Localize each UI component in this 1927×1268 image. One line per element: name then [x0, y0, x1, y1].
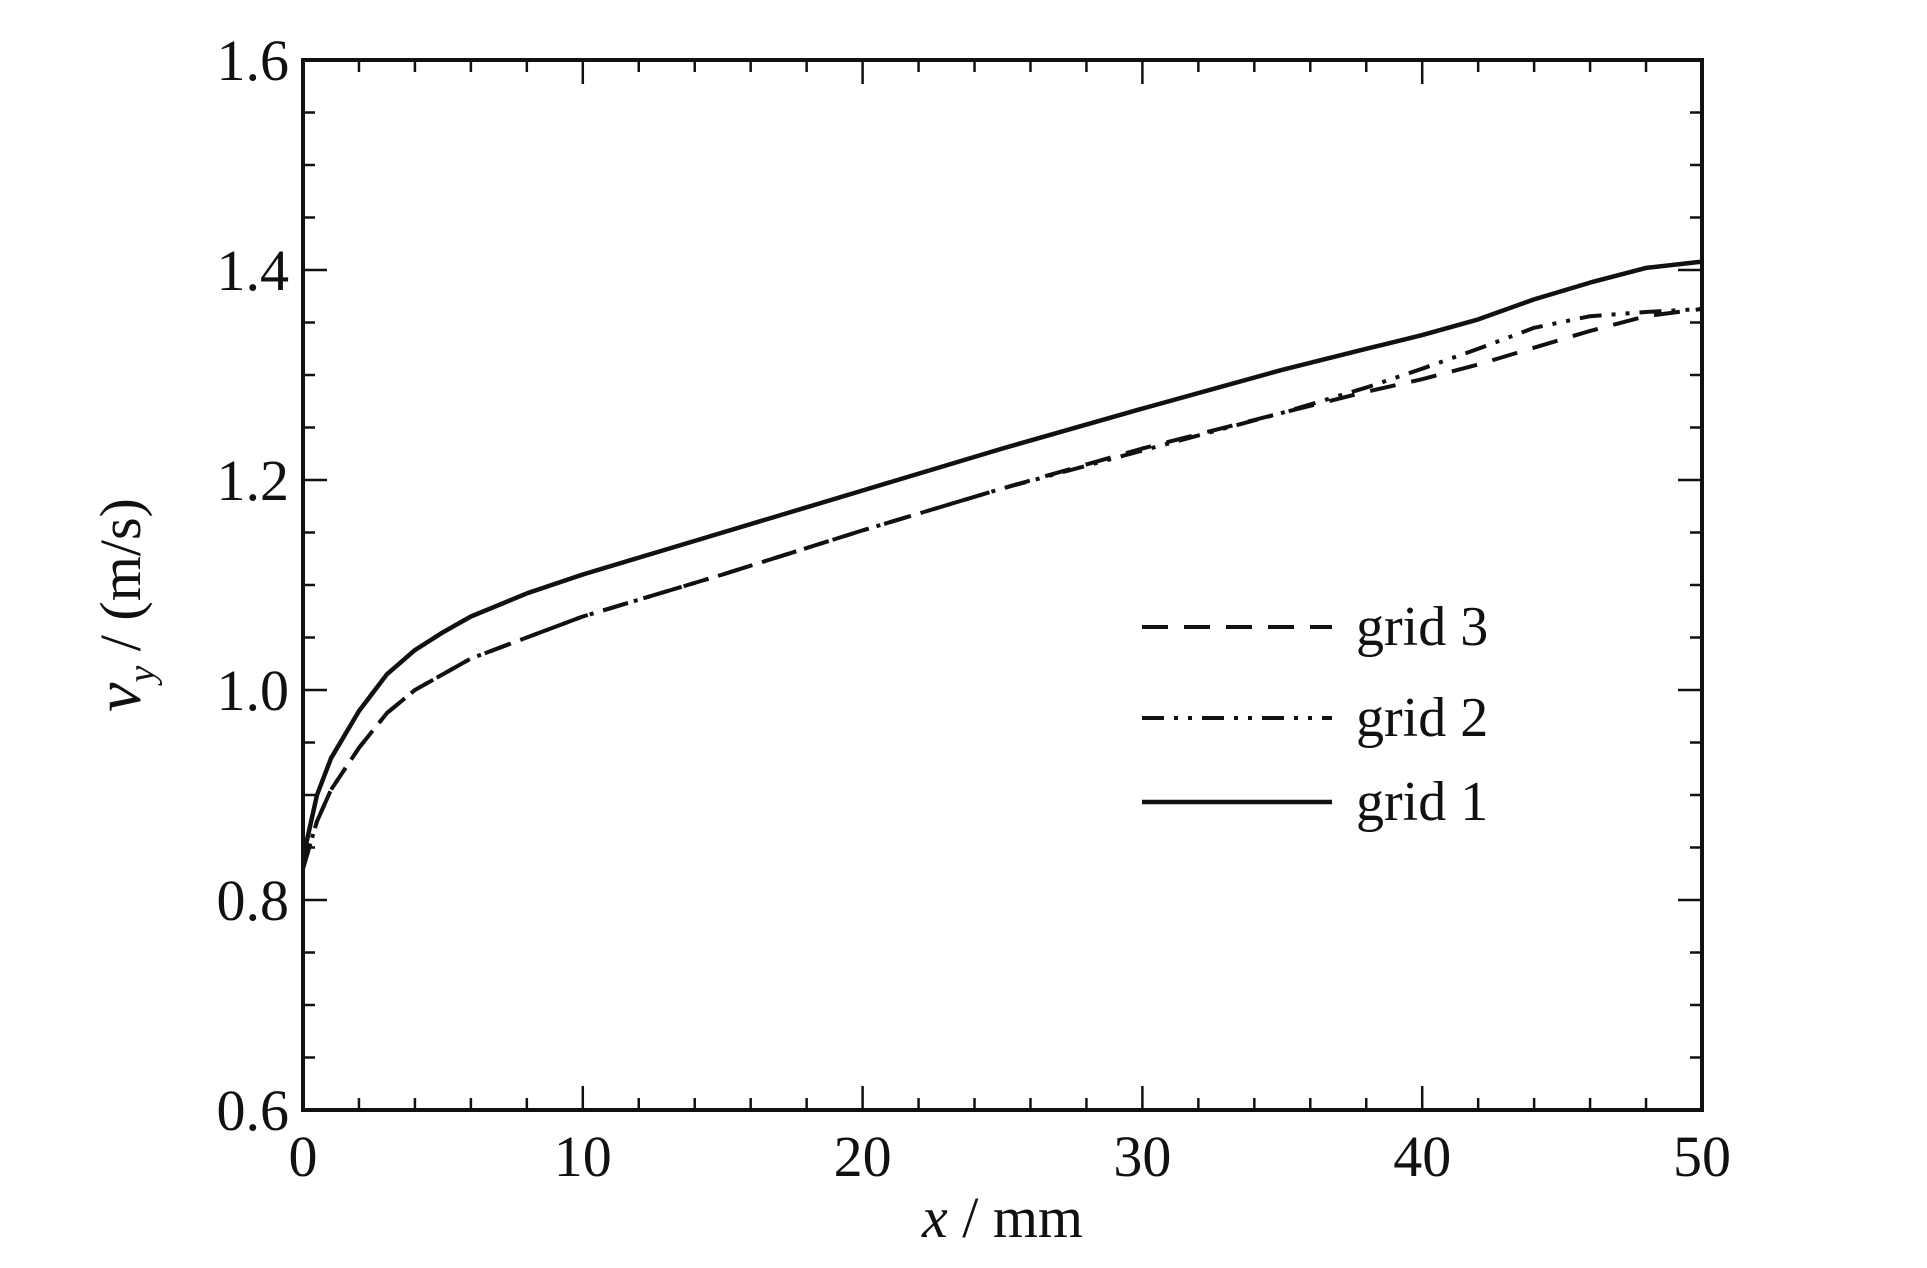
legend-label-grid-1: grid 1 — [1356, 771, 1488, 833]
y-tick-label: 1.2 — [217, 448, 290, 513]
series-line-grid-2 — [301, 306, 1703, 870]
series-lines — [300, 259, 1703, 870]
x-tick-label: 50 — [1673, 1124, 1731, 1189]
x-tick-label: 10 — [554, 1124, 612, 1189]
x-axis-label: x / mm — [921, 1185, 1083, 1250]
series-line-grid-3 — [301, 306, 1703, 870]
y-tick-label: 0.8 — [217, 868, 290, 933]
legend-label-grid-3: grid 3 — [1356, 596, 1488, 658]
y-axis-label-rest: / (m/s) — [88, 498, 153, 666]
axis-ticks — [301, 58, 1704, 1112]
x-tick-label: 20 — [834, 1124, 892, 1189]
x-tick-label: 0 — [289, 1124, 318, 1189]
y-tick-label: 1.4 — [217, 238, 290, 303]
y-tick-labels: 0.6 0.8 1.0 1.2 1.4 1.6 — [217, 28, 290, 1143]
y-tick-label: 1.0 — [217, 658, 290, 723]
legend-label-grid-2: grid 2 — [1356, 687, 1488, 749]
plot-frame — [301, 58, 1704, 1112]
x-tick-labels: 0 10 20 30 40 50 — [289, 1124, 1732, 1189]
y-axis-label-sub: y — [121, 666, 163, 687]
y-tick-label: 0.6 — [217, 1078, 290, 1143]
y-tick-label: 1.6 — [217, 28, 290, 93]
legend: grid 3 grid 2 grid 1 — [1142, 596, 1488, 833]
x-axis-label-rest: / mm — [948, 1185, 1083, 1250]
y-axis-label-var: v — [82, 682, 155, 712]
x-axis-label-var: x — [921, 1185, 948, 1250]
x-tick-label: 30 — [1113, 1124, 1171, 1189]
y-axis-label: vy / (m/s) — [82, 498, 163, 712]
x-tick-label: 40 — [1393, 1124, 1451, 1189]
series-line-grid-1 — [300, 259, 1703, 859]
